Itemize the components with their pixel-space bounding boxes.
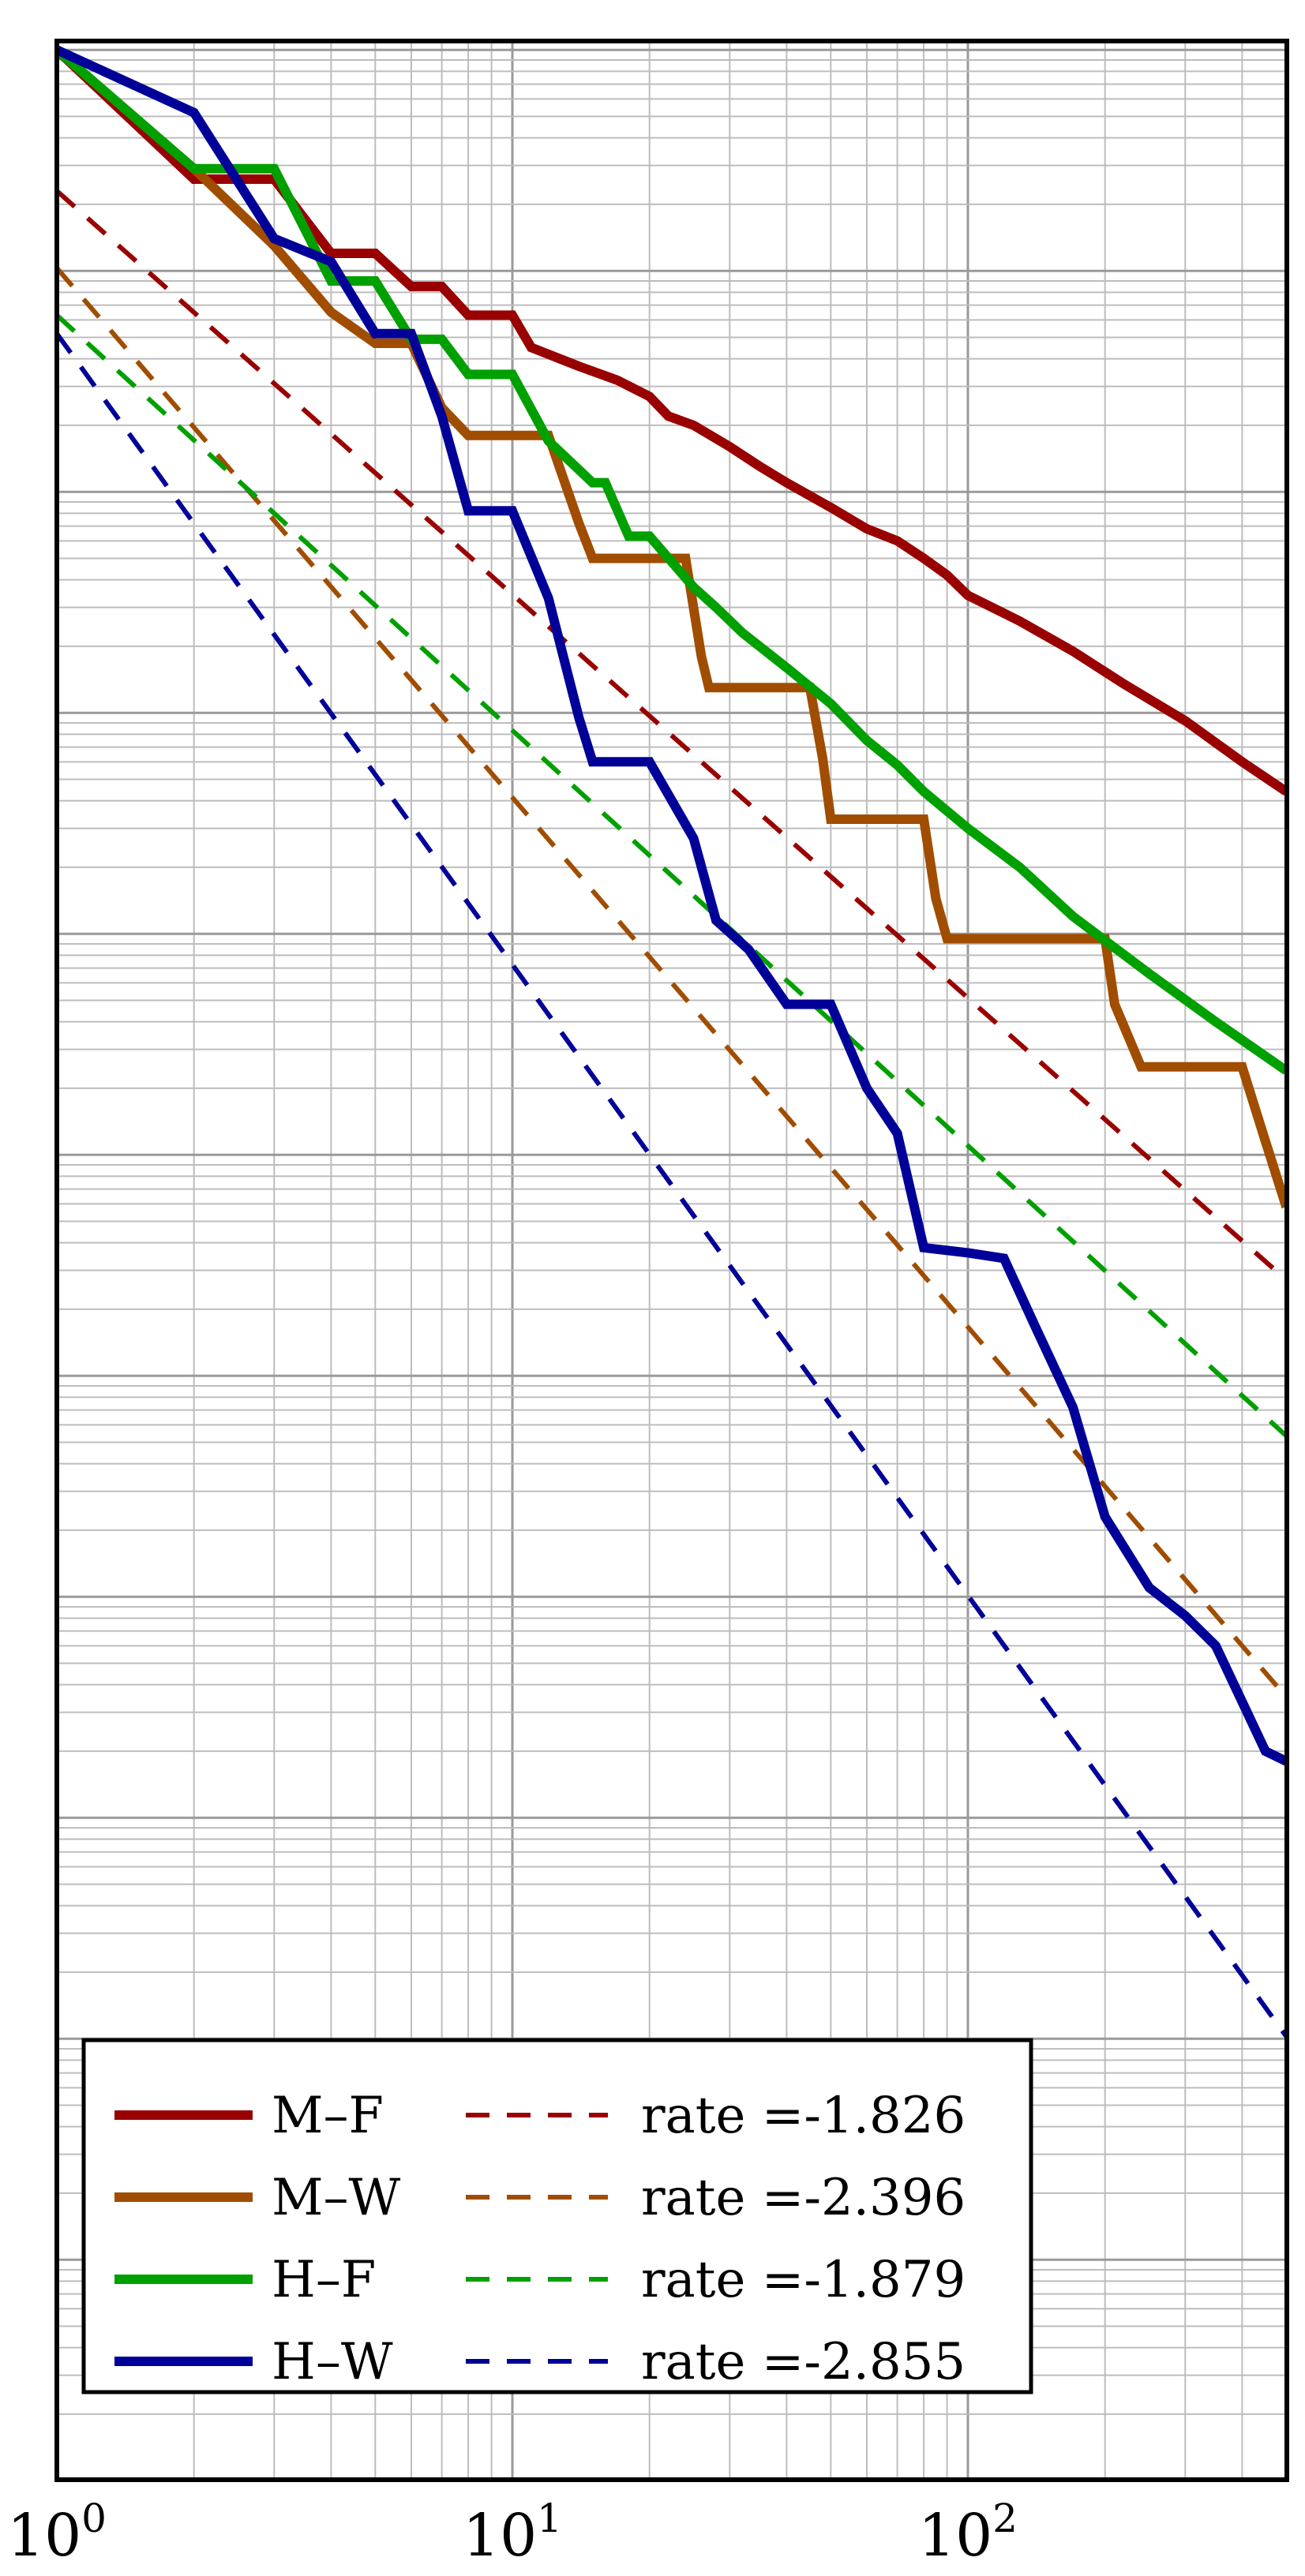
x-tick-exponent: 1 xyxy=(537,2496,562,2541)
legend-series-label: M–W xyxy=(272,2169,401,2227)
x-tick-base: 10 xyxy=(918,2502,992,2570)
x-tick-label: 101 xyxy=(463,2496,562,2570)
plot-frame xyxy=(54,39,1289,2482)
x-tick-base: 10 xyxy=(463,2502,537,2570)
x-tick-base: 10 xyxy=(7,2502,81,2570)
fit-line xyxy=(57,313,1287,1438)
legend-series-label: M–F xyxy=(272,2087,384,2145)
legend: M–F rate =-1.826 M–W rate =-2.396 H–F rate =-… xyxy=(81,2038,1033,2394)
legend-fit-label: rate =-1.879 xyxy=(641,2251,966,2309)
x-tick-labels: 100 101 102 xyxy=(7,2496,1018,2570)
fit-line xyxy=(57,266,1287,1699)
series-line xyxy=(57,45,1287,1766)
series-line xyxy=(57,46,1287,1209)
x-tick-label: 102 xyxy=(918,2496,1018,2570)
legend-fit-label: rate =-2.396 xyxy=(641,2169,966,2227)
fit-line xyxy=(57,189,1287,1282)
legend-series-label: H–W xyxy=(272,2333,393,2391)
legend-box xyxy=(81,2038,1033,2394)
legend-series-label: H–F xyxy=(272,2251,376,2309)
x-tick-label: 100 xyxy=(7,2496,107,2570)
series-line xyxy=(57,46,1287,796)
x-tick-exponent: 2 xyxy=(992,2496,1018,2541)
series-line xyxy=(57,46,1287,1075)
x-tick-exponent: 0 xyxy=(81,2496,107,2541)
legend-fit-label: rate =-2.855 xyxy=(641,2333,966,2391)
data-series xyxy=(57,45,1287,1766)
fit-line xyxy=(57,331,1287,2039)
fit-lines xyxy=(57,189,1287,2039)
legend-fit-label: rate =-1.826 xyxy=(641,2087,966,2145)
